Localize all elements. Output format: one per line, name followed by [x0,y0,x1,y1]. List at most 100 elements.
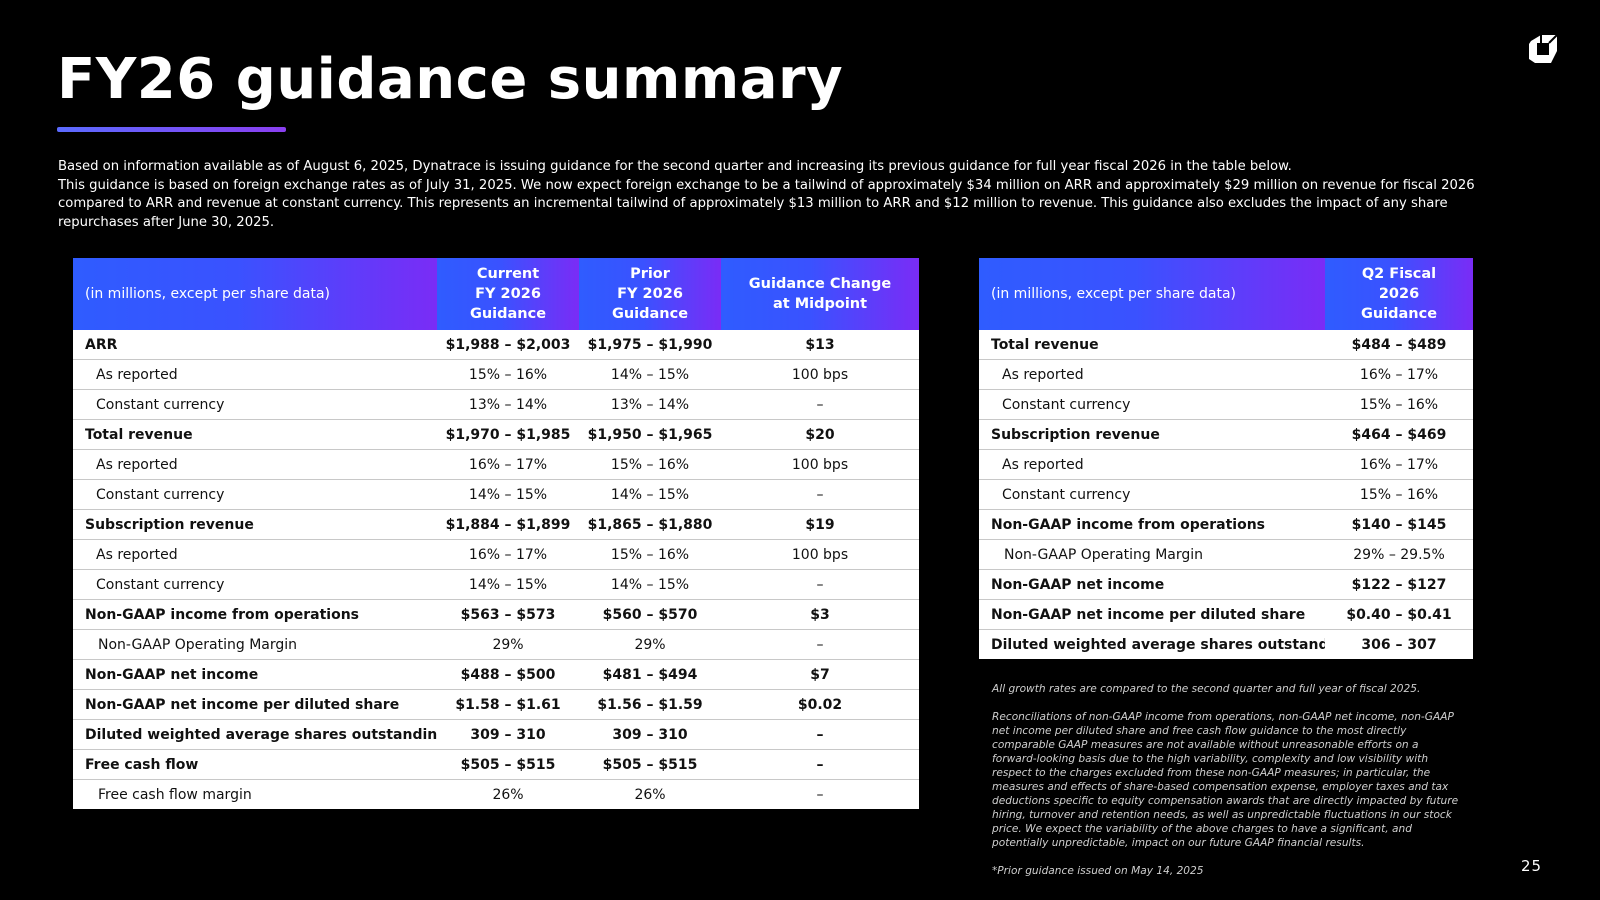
prior-cell: $481 – $494 [579,659,721,690]
prior-guidance-header: Prior FY 2026 Guidance [579,258,721,330]
row-label: Non-GAAP income from operations [979,509,1325,540]
change-cell: $13 [721,330,919,360]
q2-guidance-header: Q2 Fiscal 2026 Guidance [1325,258,1473,330]
current-cell: $1,884 – $1,899 [437,509,579,540]
reconciliation-note: Reconciliations of non-GAAP income from … [992,711,1459,849]
prior-cell: $1.56 – $1.59 [579,689,721,720]
row-label: As reported [979,449,1325,480]
value-cell: $122 – $127 [1325,569,1473,600]
row-label: Non-GAAP net income [979,569,1325,600]
change-cell: $7 [721,659,919,690]
row-label: Constant currency [73,389,437,420]
units-label: (in millions, except per share data) [979,258,1325,330]
table-row: Non-GAAP net income per diluted share $1.… [73,689,919,720]
row-label: Non-GAAP net income per diluted share [73,689,437,720]
current-cell: 16% – 17% [437,449,579,480]
change-cell: – [816,786,824,803]
current-cell: $563 – $573 [437,599,579,630]
table-row: Diluted weighted average shares outstand… [979,630,1473,660]
change-cell: – [721,569,919,600]
row-label: Non-GAAP Operating Margin [979,539,1325,570]
prior-cell: 29% [579,629,721,660]
value-cell: 29% – 29.5% [1325,539,1473,570]
table-row: Constant currency 13% – 14% 13% – 14% – [73,389,919,420]
value-cell: $464 – $469 [1325,419,1473,450]
current-cell: 13% – 14% [437,389,579,420]
table-row: Constant currency 14% – 15% 14% – 15% – [73,479,919,510]
prior-cell: 15% – 16% [579,539,721,570]
row-label: Total revenue [979,330,1325,360]
table-header-row: (in millions, except per share data) Cur… [73,258,919,330]
table-row: Non-GAAP net income $488 – $500 $481 – $49… [73,659,919,690]
table-row: Non-GAAP Operating Margin 29% 29% – [73,629,919,660]
value-cell: 15% – 16% [1325,479,1473,510]
row-label: Subscription revenue [979,419,1325,450]
change-cell: – [721,749,919,780]
prior-cell: 14% – 15% [579,359,721,390]
current-cell: 14% – 15% [437,569,579,600]
row-label: Non-GAAP income from operations [73,599,437,630]
row-label: As reported [979,359,1325,390]
table-row: As reported 16% – 17% 15% – 16% 100 bps [73,449,919,480]
current-cell: $505 – $515 [437,749,579,780]
intro-line-1: Based on information available as of Aug… [58,159,1292,174]
value-cell: 16% – 17% [1325,359,1473,390]
row-label: Subscription revenue [73,509,437,540]
prior-cell: 14% – 15% [579,479,721,510]
fy26-guidance-table: (in millions, except per share data) Cur… [73,258,919,809]
value-cell: $484 – $489 [1325,330,1473,360]
prior-cell: 309 – 310 [579,719,721,750]
row-label: Constant currency [73,569,437,600]
table-row: Non-GAAP Operating Margin 29% – 29.5% [979,539,1473,570]
table-header-row: (in millions, except per share data) Q2 … [979,258,1473,330]
page-title: FY26 guidance summary [57,47,844,112]
dynatrace-logo-icon [1529,34,1558,63]
value-cell: 16% – 17% [1325,449,1473,480]
prior-cell: $560 – $570 [579,599,721,630]
q2-guidance-table: (in millions, except per share data) Q2 … [979,258,1473,659]
change-cell: $0.02 [721,689,919,720]
row-label: Total revenue [73,419,437,450]
current-cell: 26% [492,786,524,803]
change-cell: – [721,479,919,510]
table-row: Free cash flow margin 26% 26% – [73,780,919,810]
change-cell: 100 bps [721,449,919,480]
row-label: Free cash flow [73,749,437,780]
table-row: Subscription revenue $1,884 – $1,899 $1,86… [73,509,919,540]
table-row: As reported 16% – 17% [979,359,1473,390]
current-guidance-header: Current FY 2026 Guidance [437,258,579,330]
row-label: Constant currency [979,479,1325,510]
table-row: As reported 16% – 17% [979,449,1473,480]
row-label: Free cash flow margin [98,786,252,803]
table-row: Constant currency 15% – 16% [979,479,1473,510]
change-cell: 100 bps [721,359,919,390]
table-row: Free cash flow $505 – $515 $505 – $515– [73,749,919,780]
prior-cell: 14% – 15% [579,569,721,600]
current-cell: $488 – $500 [437,659,579,690]
current-cell: $1,970 – $1,985 [437,419,579,450]
change-cell: – [721,389,919,420]
prior-cell: $1,975 – $1,990 [579,330,721,360]
growth-note: All growth rates are compared to the sec… [992,683,1421,695]
table-row: Diluted weighted average shares outstand… [73,719,919,750]
current-cell: $1,988 – $2,003 [437,330,579,360]
row-label: As reported [73,449,437,480]
value-cell: 15% – 16% [1325,389,1473,420]
page-number: 25 [1521,857,1543,875]
title-accent-bar [57,127,286,132]
change-cell: $19 [721,509,919,540]
row-label: Constant currency [979,389,1325,420]
prior-cell: 15% – 16% [579,449,721,480]
prior-cell: $1,950 – $1,965 [579,419,721,450]
prior-guidance-note: *Prior guidance issued on May 14, 2025 [992,865,1204,877]
current-cell: 15% – 16% [437,359,579,390]
value-cell: 306 – 307 [1361,636,1437,653]
prior-cell: $1,865 – $1,880 [579,509,721,540]
table-row: Constant currency 14% – 15% 14% – 15% – [73,569,919,600]
table-row: Total revenue $1,970 – $1,985 $1,950 – $1,… [73,419,919,450]
prior-cell: 13% – 14% [579,389,721,420]
change-cell: $3 [721,599,919,630]
current-cell: 309 – 310 [437,719,579,750]
table-row: Subscription revenue $464 – $469 [979,419,1473,450]
guidance-change-header: Guidance Change at Midpoint [721,258,919,330]
